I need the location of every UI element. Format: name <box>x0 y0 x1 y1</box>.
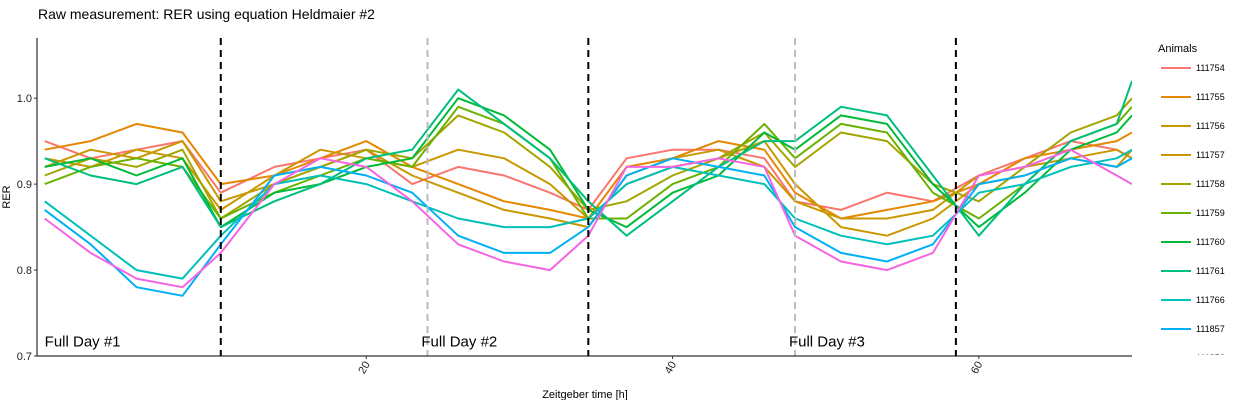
legend-label: 111754 <box>1196 63 1225 73</box>
series-line-111761 <box>44 80 1132 237</box>
y-tick-label: 0.8 <box>17 265 32 277</box>
series-line-111858 <box>44 148 1132 289</box>
x-tick-label: 60 <box>969 360 986 377</box>
annotations: Full Day #1 Full Day #2 Full Day #3 <box>45 333 865 350</box>
legend-label: 111758 <box>1196 179 1225 189</box>
legend-label: 111761 <box>1196 266 1225 276</box>
y-tick-label: 0.7 <box>17 351 32 363</box>
legend-label: 111766 <box>1196 295 1225 305</box>
legend-entries: 111754 111755 111756 111757 111758 111759 1117… <box>1161 63 1225 363</box>
legend: 111754 111755 111756 111757 111758 111759 1117… <box>1161 63 1225 363</box>
legend-label: 111858 <box>1196 353 1225 363</box>
legend-label: 111857 <box>1196 324 1225 334</box>
y-axis-label: RER <box>1 185 13 208</box>
x-axis-label: Zeitgeber time [h] <box>542 389 628 400</box>
legend-label: 111755 <box>1196 92 1225 102</box>
y-tick-label: 0.9 <box>17 179 32 191</box>
annotation-label: Full Day #2 <box>421 333 497 350</box>
legend-label: 111759 <box>1196 208 1225 218</box>
legend-label: 111760 <box>1196 237 1225 247</box>
plot-area: 0.7 0.8 0.9 1.0 20 40 60 Full Day #1 Full Day #2… <box>17 38 1132 376</box>
series-line-111754 <box>44 140 1132 211</box>
legend-label: 111756 <box>1196 121 1225 131</box>
annotation-label: Full Day #1 <box>45 333 121 350</box>
series-line-111857 <box>44 157 1132 297</box>
series-line-111758 <box>44 97 1132 220</box>
legend-title: Animals <box>1158 43 1198 55</box>
y-tick-label: 1.0 <box>17 93 32 105</box>
legend-label: 111757 <box>1196 150 1225 160</box>
chart-title: Raw measurement: RER using equation Held… <box>38 6 375 22</box>
x-tick-label: 20 <box>356 360 373 377</box>
annotation-label: Full Day #3 <box>789 333 865 350</box>
series-lines <box>44 80 1132 297</box>
x-tick-label: 40 <box>663 360 680 377</box>
